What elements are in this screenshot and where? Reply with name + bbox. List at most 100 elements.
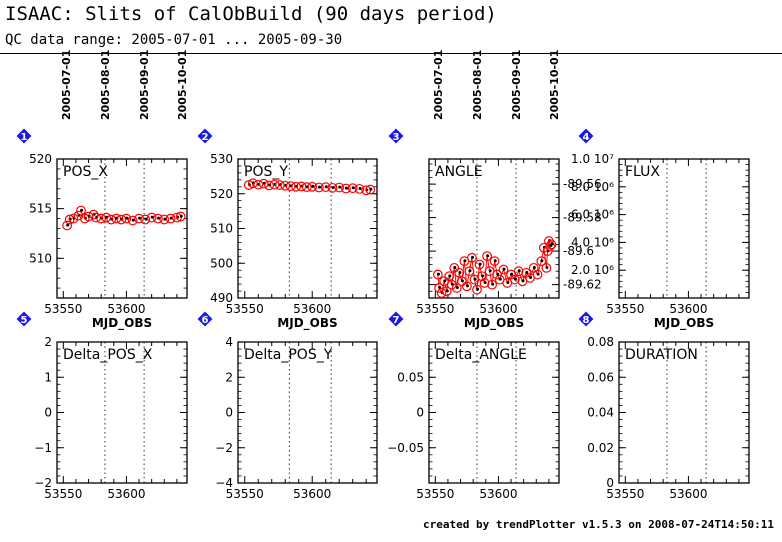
panel-number: 2	[202, 132, 209, 143]
panel-number-badge	[577, 127, 595, 145]
data-point	[510, 272, 514, 276]
data-point	[445, 289, 449, 293]
y-tick-label: 490	[210, 291, 233, 305]
x-tick-label: 53550	[226, 487, 264, 501]
data-point-marker	[536, 256, 547, 267]
data-point-marker	[83, 211, 94, 222]
data-point	[506, 281, 510, 285]
x-axis-label: MJD_OBS	[277, 316, 337, 331]
chart-frame	[618, 158, 750, 299]
data-point-marker	[121, 213, 132, 224]
data-point-marker	[264, 180, 274, 191]
data-point-marker	[354, 183, 365, 194]
data-point	[358, 186, 362, 190]
data-point-marker	[106, 214, 117, 225]
panel-parameter-label: DURATION	[625, 347, 698, 363]
data-point	[351, 186, 355, 190]
data-point	[179, 214, 183, 218]
x-tick-label: 53550	[416, 302, 454, 316]
x-tick-label: 53600	[293, 487, 331, 501]
data-point	[550, 242, 554, 246]
date-tick-label: 2005-09-01	[510, 50, 523, 120]
date-tick-label: 2005-08-01	[99, 50, 112, 120]
y-tick-label: 0.02	[587, 441, 614, 455]
x-axis-label: MJD_OBS	[92, 316, 152, 331]
header-divider	[0, 53, 782, 54]
panel-number: 1	[21, 132, 28, 143]
data-point	[493, 259, 497, 263]
panel-number-badge	[196, 127, 214, 145]
panel-number: 5	[21, 315, 28, 326]
data-point-marker	[509, 274, 520, 285]
data-point-marker	[327, 182, 338, 193]
x-tick-label: 53550	[606, 487, 644, 501]
y-tick-label: 500	[210, 256, 233, 270]
data-point-marker	[489, 256, 500, 267]
date-tick-label: 2005-10-01	[548, 50, 561, 120]
panel-number-badge	[577, 310, 595, 328]
y-tick-label: 1.0 10⁷	[571, 152, 614, 166]
chart-frame	[237, 341, 378, 484]
data-point	[521, 279, 525, 283]
y-tick-label: −4	[215, 476, 233, 490]
data-point-marker	[269, 179, 280, 190]
chart-panel-3: 53550 53600 -89.62 -89.6 -89.58 -89.56 ANGLE MJ…	[387, 127, 602, 331]
x-tick-label: 53600	[107, 302, 145, 316]
y-tick-label: 0.05	[397, 370, 424, 384]
chart-frame	[56, 341, 188, 484]
page-title: ISAAC: Slits of CalObBuild (90 days peri…	[5, 3, 497, 25]
data-point	[476, 287, 480, 291]
data-point-marker	[296, 181, 307, 192]
data-point-marker	[341, 183, 351, 194]
data-point-marker	[320, 182, 331, 193]
data-point	[465, 284, 469, 288]
y-tick-label: 2	[225, 370, 233, 384]
data-point	[66, 223, 70, 227]
data-point	[513, 277, 517, 281]
data-point	[536, 272, 540, 276]
data-point-marker	[541, 262, 552, 273]
chart-panel-8: 53550 53600 0 0.02 0.04 0.06 0.08 DURATION 8	[577, 310, 750, 501]
data-point-marker	[532, 269, 543, 280]
data-point	[481, 274, 485, 278]
data-point-marker	[73, 210, 84, 221]
y-tick-label: -89.58	[563, 211, 602, 225]
data-point-marker	[449, 262, 460, 273]
data-point-marker	[498, 264, 509, 275]
panel-parameter-label: FLUX	[625, 164, 660, 180]
data-point	[338, 185, 342, 189]
data-point-marker	[140, 214, 151, 225]
panel-number-badge	[387, 310, 405, 328]
data-point	[525, 270, 529, 274]
data-point-marker	[477, 271, 487, 282]
panel-number: 3	[393, 132, 400, 143]
date-tick-label: 2005-08-01	[471, 50, 484, 120]
x-tick-label: 53550	[44, 302, 82, 316]
data-point-marker	[159, 214, 170, 225]
y-tick-label: 530	[210, 152, 233, 166]
data-point-marker	[464, 266, 475, 277]
panel-parameter-label: ANGLE	[435, 164, 483, 180]
y-tick-label: 1	[44, 370, 52, 384]
data-point-marker	[134, 213, 144, 224]
data-point	[138, 216, 142, 220]
y-tick-label: -89.62	[563, 278, 602, 292]
data-point-marker	[274, 180, 285, 190]
data-point	[491, 282, 495, 286]
panel-number: 6	[202, 315, 209, 326]
data-point-marker	[165, 213, 176, 224]
data-point-marker	[461, 281, 472, 292]
y-tick-label: 6.0 10⁶	[571, 208, 614, 222]
data-point-marker	[546, 239, 557, 250]
x-tick-label: 53600	[293, 302, 331, 316]
x-axis-label: MJD_OBS	[654, 316, 714, 331]
y-tick-label: 4	[225, 335, 233, 349]
data-point-marker	[127, 215, 138, 226]
panel-number-badge	[15, 127, 33, 145]
data-point	[486, 254, 490, 258]
x-tick-label: 53550	[606, 302, 644, 316]
data-point-marker	[280, 180, 291, 191]
data-point	[318, 185, 322, 189]
data-point	[478, 262, 482, 266]
date-tick-label: 2005-09-01	[138, 50, 151, 120]
